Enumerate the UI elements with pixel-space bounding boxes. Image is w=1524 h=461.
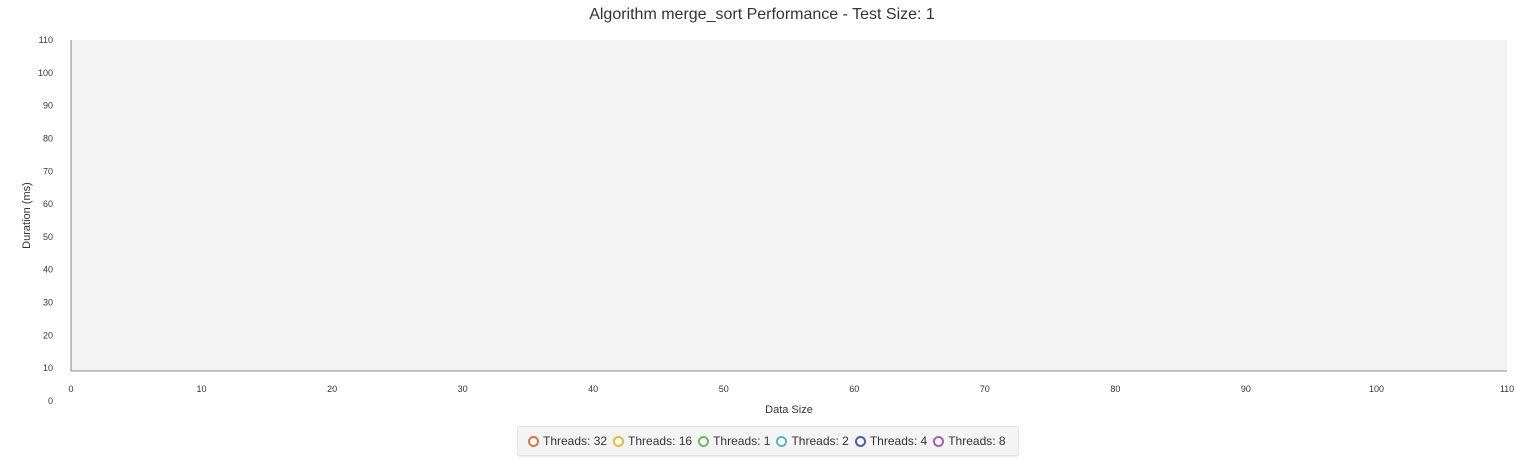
legend-marker-icon — [613, 435, 625, 447]
x-tick-label: 50 — [719, 384, 729, 394]
y-tick-label: 80 — [43, 133, 53, 143]
plot-background — [71, 40, 1507, 371]
y-tick-label: 70 — [43, 166, 53, 176]
y-axis-ticks: 0 10 20 30 40 50 60 70 80 90 100 110 — [38, 35, 53, 406]
x-tick-label: 70 — [980, 384, 990, 394]
x-tick-label: 60 — [849, 384, 859, 394]
y-tick-label: 0 — [48, 396, 53, 406]
chart-title: Algorithm merge_sort Performance - Test … — [589, 6, 935, 23]
x-tick-label: 0 — [68, 384, 73, 394]
legend-item[interactable]: Threads: 8 — [933, 434, 1006, 448]
y-tick-label: 60 — [43, 199, 53, 209]
legend-item[interactable]: Threads: 16 — [613, 434, 692, 448]
legend-item[interactable]: Threads: 1 — [698, 434, 770, 448]
legend: Threads: 32 Threads: 16 Threads: 1 Threads:… — [517, 426, 1019, 456]
legend-marker-icon — [776, 435, 788, 447]
legend-label: Threads: 16 — [628, 434, 693, 448]
y-tick-label: 50 — [43, 232, 53, 242]
x-tick-label: 30 — [458, 384, 468, 394]
y-tick-label: 30 — [43, 298, 53, 308]
x-tick-label: 80 — [1110, 384, 1120, 394]
legend-label: Threads: 8 — [948, 434, 1006, 448]
y-tick-label: 10 — [43, 363, 53, 373]
x-tick-label: 110 — [1500, 384, 1514, 394]
y-tick-label: 90 — [43, 101, 53, 111]
legend-item[interactable]: Threads: 32 — [528, 434, 607, 448]
legend-marker-icon — [528, 435, 539, 447]
x-tick-label: 100 — [1369, 384, 1384, 394]
legend-label: Threads: 1 — [713, 434, 771, 448]
y-tick-label: 20 — [43, 330, 53, 340]
x-axis-ticks: 0 10 20 30 40 50 60 70 80 90 100 110 — [68, 384, 1514, 394]
legend-marker-icon — [933, 435, 945, 447]
legend-label: Threads: 4 — [869, 434, 928, 448]
x-tick-label: 40 — [588, 384, 598, 394]
legend-label: Threads: 32 — [543, 434, 608, 448]
x-axis-title: Data Size — [765, 404, 813, 416]
y-tick-label: 100 — [38, 68, 53, 78]
legend-item[interactable]: Threads: 4 — [854, 434, 928, 448]
legend-item[interactable]: Threads: 2 — [776, 434, 849, 448]
x-tick-label: 10 — [197, 384, 207, 394]
y-axis-title: Duration (ms) — [21, 182, 33, 249]
x-tick-label: 90 — [1241, 384, 1251, 394]
legend-marker-icon — [854, 435, 866, 447]
y-tick-label: 40 — [43, 265, 53, 275]
legend-label: Threads: 2 — [791, 434, 849, 448]
legend-marker-icon — [698, 435, 710, 447]
y-tick-label: 110 — [39, 35, 53, 45]
x-tick-label: 20 — [327, 384, 337, 394]
